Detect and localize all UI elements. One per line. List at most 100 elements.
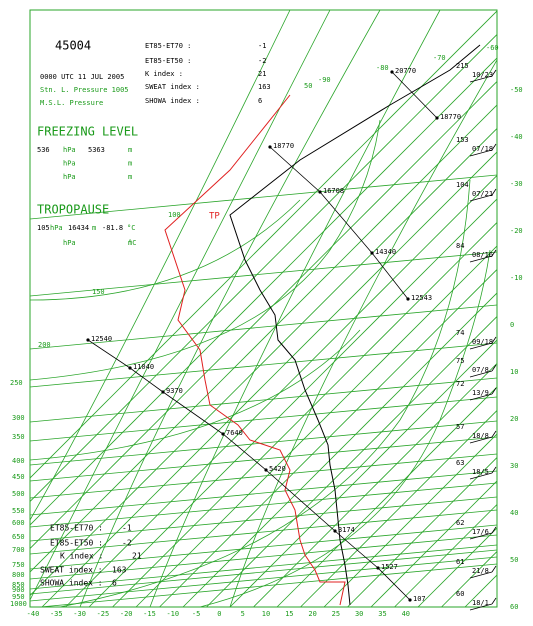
height-label: 107 <box>413 595 426 603</box>
index-label: SHOWA index : <box>40 579 103 588</box>
height-label: 14340 <box>375 248 396 256</box>
isotherm <box>88 198 497 607</box>
wind-height: 104 <box>456 181 469 189</box>
frame <box>29 9 498 608</box>
temperature-profile <box>229 44 481 606</box>
height-point <box>128 366 132 370</box>
wind-value: 07/21 <box>472 190 493 198</box>
pressure-label: 950 <box>12 593 25 601</box>
isotherm-label: 10 <box>510 368 518 376</box>
height-line <box>87 339 411 601</box>
isotherm-label: -30 <box>510 180 523 188</box>
isotherm <box>441 550 497 607</box>
isotherm <box>112 221 497 607</box>
pressure-label: 100 <box>168 211 181 219</box>
isobar <box>30 342 497 388</box>
pressure-label: 350 <box>12 433 25 441</box>
pressure-label: 850 <box>12 581 25 589</box>
isobar <box>30 549 497 595</box>
pressure-label: 1000 <box>10 600 27 608</box>
wind-barbs <box>469 69 497 611</box>
wind-barb <box>491 597 497 605</box>
freezing-title: FREEZING LEVEL <box>37 125 138 139</box>
wind-barb <box>469 532 493 540</box>
isotherm <box>229 339 497 607</box>
index-label: K index : <box>145 70 183 78</box>
isobar <box>30 509 497 555</box>
wind-value: 09/18 <box>472 338 493 346</box>
isobar <box>30 174 497 220</box>
tropopause-h-unit: m <box>128 239 132 247</box>
index-label: ET85-ET70 : <box>50 524 103 533</box>
height-label: 11040 <box>133 363 154 371</box>
isobar <box>30 436 497 482</box>
dewpoint-profile <box>164 94 346 606</box>
wind-height: 74 <box>456 329 464 337</box>
isobar <box>30 496 497 542</box>
isobar <box>30 470 497 516</box>
grid <box>30 10 497 607</box>
wind-barb <box>469 472 493 480</box>
wind-height: 61 <box>456 558 464 566</box>
temperature-label: 40 <box>402 610 410 618</box>
wind-value: 07/18 <box>472 145 493 153</box>
wind-value: 21/8 <box>472 567 489 575</box>
index-label: ET85-ET50 : <box>145 57 191 65</box>
height-point <box>376 566 380 570</box>
height-point <box>318 190 322 194</box>
pressure-label: 700 <box>12 546 25 554</box>
wind-barb <box>491 387 497 395</box>
index-value: -2 <box>258 57 266 65</box>
isotherm <box>300 409 497 607</box>
height-point <box>435 116 439 120</box>
isobar <box>30 453 497 499</box>
tropopause-t: -81.8 <box>102 224 123 232</box>
wind-barb <box>469 149 493 157</box>
index-label: ET85-ET50 : <box>50 539 103 548</box>
isotherm <box>394 503 497 607</box>
wind-value: 17/6 <box>472 528 489 536</box>
isobar <box>30 524 497 570</box>
pressure-label: 600 <box>12 519 25 527</box>
freezing-h-unit: m <box>128 173 132 181</box>
freezing-h: 5363 <box>88 146 105 154</box>
isobar <box>30 482 497 528</box>
wind-barb <box>491 526 497 534</box>
wind-barb <box>469 75 493 83</box>
dry-adiabats <box>30 119 491 607</box>
index-value: 6 <box>258 97 262 105</box>
isotherm <box>323 433 497 607</box>
temperature-label: 5 <box>241 610 245 618</box>
pressure-label: 400 <box>12 457 25 465</box>
height-point <box>161 390 165 394</box>
height-point <box>406 297 410 301</box>
station-id: 45004 <box>55 39 91 53</box>
height-label: 18770 <box>273 142 294 150</box>
temperature-label: 25 <box>332 610 340 618</box>
isotherm-label: 0 <box>510 321 514 329</box>
isobar <box>30 304 497 350</box>
pressure-label: 550 <box>12 507 25 515</box>
station-pressure: Stn. L. Pressure 1005 <box>40 86 129 94</box>
isotherm <box>30 57 497 526</box>
isotherm <box>253 362 497 607</box>
height-point <box>221 432 225 436</box>
height-label: 18770 <box>440 113 461 121</box>
height-point <box>370 251 374 255</box>
wind-barb <box>469 194 493 202</box>
isotherm <box>347 456 497 607</box>
temperature-label: -5 <box>192 610 200 618</box>
index-value: 21 <box>258 70 266 78</box>
isobar <box>30 251 497 297</box>
temperature-label: 35 <box>378 610 386 618</box>
temperature-label: -15 <box>143 610 156 618</box>
moist-adiabats <box>30 10 497 607</box>
isobar <box>30 556 497 602</box>
wind-value: 18/1 <box>472 599 489 607</box>
height-point <box>268 145 272 149</box>
wind-value: 07/8 <box>472 366 489 374</box>
isobar <box>30 544 497 590</box>
height-label: 1527 <box>381 563 398 571</box>
isobar <box>30 396 497 442</box>
